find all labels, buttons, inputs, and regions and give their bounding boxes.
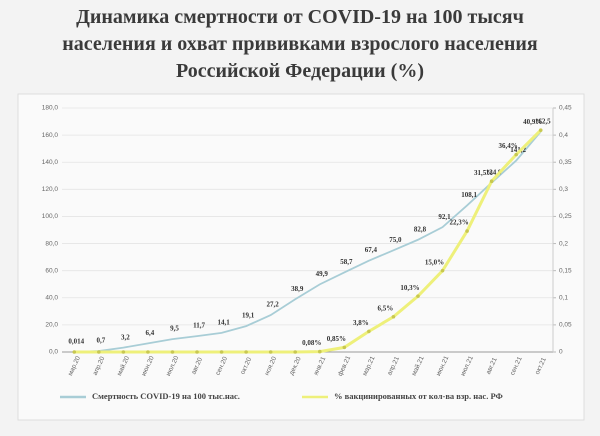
y2-tick-label: 0,1: [559, 294, 568, 301]
y-tick-label: 120,0: [42, 186, 59, 193]
data-label: 141,2: [510, 146, 526, 154]
point: [293, 350, 298, 354]
data-label: 108,1: [461, 191, 477, 199]
data-label: 49,9: [316, 270, 329, 278]
y2-tick-label: 0,05: [559, 322, 572, 329]
y2-tick-label: 0,15: [559, 267, 572, 274]
point: [514, 152, 518, 157]
data-label: 9,5: [170, 325, 179, 333]
series-line: [74, 129, 542, 354]
y-tick-label: 160,0: [42, 132, 59, 139]
data-label: 82,8: [414, 225, 427, 233]
y2-tick-label: 0,2: [559, 240, 568, 247]
point: [146, 350, 150, 354]
y2-tick-label: 0,4: [559, 132, 568, 139]
point: [97, 350, 101, 354]
data-label: 92,1: [438, 213, 451, 221]
data-label: 0,85%: [327, 335, 346, 343]
y-tick-label: 100,0: [42, 213, 59, 220]
point: [342, 345, 347, 350]
data-label: 67,4: [365, 246, 378, 254]
data-label: 6,4: [146, 329, 155, 337]
y2-tick-label: 0,35: [559, 159, 572, 166]
data-label: 27,2: [267, 301, 280, 309]
series-line: [74, 131, 542, 353]
y-tick-label: 80,0: [45, 240, 58, 247]
point: [195, 350, 199, 354]
point: [170, 350, 175, 354]
data-label: 38,9: [291, 285, 304, 293]
data-label: 6,5%: [378, 304, 394, 312]
data-label: 58,7: [340, 258, 353, 266]
data-label: 0,7: [96, 337, 105, 345]
data-label: 162,5: [535, 117, 551, 125]
y2-tick-label: 0: [559, 349, 563, 356]
data-label: 124,9: [486, 168, 502, 176]
chart-title: Динамика смертности от COVID-19 на 100 т…: [62, 6, 538, 82]
y-tick-label: 40,0: [45, 294, 58, 301]
point: [489, 179, 494, 183]
data-label: 19,1: [242, 312, 255, 320]
data-label: 22,3%: [449, 219, 468, 227]
point: [391, 314, 396, 319]
point: [440, 268, 445, 273]
point: [317, 349, 322, 354]
data-label: 3,8%: [353, 319, 369, 327]
y-tick-label: 60,0: [45, 267, 58, 274]
legend-label: % вакцинированных от кол-ва взр. нас. РФ: [334, 391, 503, 401]
data-label: 15,0%: [425, 258, 444, 266]
y-tick-label: 20,0: [45, 322, 58, 329]
data-label: 40,9%: [523, 118, 542, 126]
data-label: 0,08%: [302, 339, 321, 347]
data-label: 10,3%: [400, 284, 419, 292]
y2-tick-label: 0,25: [559, 213, 572, 220]
legend-label: Смертность COVID-19 на 100 тыс.нас.: [92, 391, 240, 401]
point: [244, 350, 248, 354]
data-label: 14,1: [217, 318, 230, 326]
point: [72, 350, 77, 354]
y-tick-label: 180,0: [42, 105, 59, 112]
point: [465, 229, 469, 233]
y-tick-label: 0,0: [49, 349, 58, 356]
y2-tick-label: 0,45: [559, 105, 572, 112]
data-label: 3,2: [121, 333, 130, 341]
point: [268, 350, 273, 354]
y2-tick-label: 0,3: [559, 186, 568, 193]
data-label: 75,0: [389, 236, 402, 244]
point: [416, 294, 420, 298]
data-label: 11,7: [193, 322, 205, 330]
data-label: 0,014: [68, 338, 84, 346]
point: [219, 350, 224, 354]
data-label: 31,5%: [474, 169, 493, 177]
data-label: 36,4%: [499, 142, 518, 150]
y-tick-label: 140,0: [42, 159, 59, 166]
point: [121, 350, 126, 354]
chart-box: [17, 93, 585, 421]
point: [538, 128, 543, 133]
point: [367, 329, 371, 334]
